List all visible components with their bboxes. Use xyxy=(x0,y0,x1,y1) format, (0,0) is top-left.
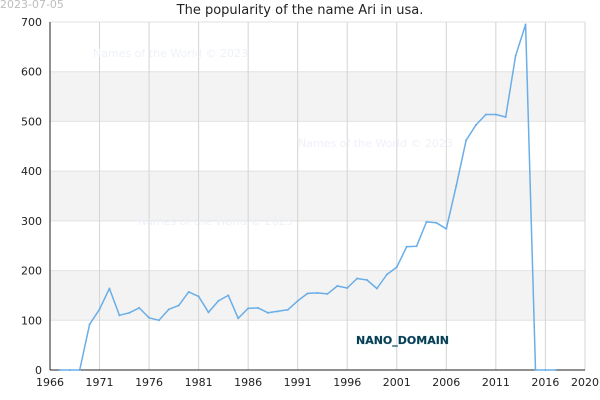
x-tick-label: 1966 xyxy=(36,376,64,389)
y-tick-label: 500 xyxy=(21,115,42,128)
data-point xyxy=(286,308,289,311)
watermark: Names of the World © 2023 xyxy=(93,47,248,60)
data-point xyxy=(425,220,428,223)
x-tick-label: 1991 xyxy=(284,376,312,389)
data-point xyxy=(366,279,369,282)
data-point xyxy=(237,317,240,320)
data-point xyxy=(465,139,468,142)
x-tick-label: 2016 xyxy=(531,376,559,389)
x-tick-label: 1986 xyxy=(234,376,262,389)
data-point xyxy=(405,245,408,248)
data-point xyxy=(554,369,557,371)
data-point xyxy=(157,319,160,322)
data-point xyxy=(138,306,141,309)
x-tick-label: 2020 xyxy=(571,376,599,389)
data-point xyxy=(336,284,339,287)
data-point xyxy=(455,185,458,188)
data-point xyxy=(435,221,438,224)
x-tick-label: 1996 xyxy=(333,376,361,389)
data-point xyxy=(326,292,329,295)
data-point xyxy=(375,287,378,290)
data-point xyxy=(484,113,487,116)
data-point xyxy=(266,311,269,314)
data-point xyxy=(395,266,398,269)
data-point xyxy=(276,310,279,313)
data-point xyxy=(88,323,91,326)
data-point xyxy=(118,314,121,317)
data-point xyxy=(78,369,81,371)
data-point xyxy=(68,369,71,371)
data-point xyxy=(534,369,537,371)
data-point xyxy=(197,295,200,298)
data-point xyxy=(445,227,448,230)
data-point xyxy=(187,290,190,293)
x-tick-label: 2006 xyxy=(432,376,460,389)
y-tick-label: 600 xyxy=(21,66,42,79)
data-point xyxy=(98,308,101,311)
data-point xyxy=(544,369,547,371)
x-tick-label: 2011 xyxy=(482,376,510,389)
grid-band xyxy=(50,71,585,122)
data-point xyxy=(346,286,349,289)
watermark: Names of the World © 2023 xyxy=(138,215,293,228)
x-tick-label: 2001 xyxy=(383,376,411,389)
data-point xyxy=(217,299,220,302)
annotation-label: NANO_DOMAIN xyxy=(356,334,449,347)
data-point xyxy=(257,306,260,309)
data-point xyxy=(148,316,151,319)
data-point xyxy=(167,308,170,311)
x-tick-label: 1976 xyxy=(135,376,163,389)
data-point xyxy=(247,307,250,310)
data-point xyxy=(524,23,527,26)
data-point xyxy=(475,123,478,126)
data-point xyxy=(316,291,319,294)
data-point xyxy=(385,273,388,276)
y-tick-label: 200 xyxy=(21,265,42,278)
data-point xyxy=(356,277,359,280)
y-tick-label: 400 xyxy=(21,165,42,178)
data-point xyxy=(415,245,418,248)
y-tick-label: 0 xyxy=(35,364,42,377)
data-point xyxy=(207,311,210,314)
data-point xyxy=(227,294,230,297)
data-point xyxy=(177,304,180,307)
data-point xyxy=(514,54,517,57)
y-tick-label: 100 xyxy=(21,314,42,327)
date-stamp: 2023-07-05 xyxy=(0,0,64,11)
data-point xyxy=(296,299,299,302)
data-point xyxy=(306,292,309,295)
data-point xyxy=(108,287,111,290)
data-point xyxy=(128,311,131,314)
x-tick-label: 1981 xyxy=(185,376,213,389)
x-tick-label: 1971 xyxy=(86,376,114,389)
data-point xyxy=(494,113,497,116)
y-tick-label: 700 xyxy=(21,16,42,29)
watermark: Names of the World © 2023 xyxy=(298,137,453,150)
chart-title: The popularity of the name Ari in usa. xyxy=(176,3,424,18)
data-point xyxy=(504,115,507,118)
data-point xyxy=(58,369,61,371)
grid-band xyxy=(50,171,585,221)
y-tick-label: 300 xyxy=(21,215,42,228)
